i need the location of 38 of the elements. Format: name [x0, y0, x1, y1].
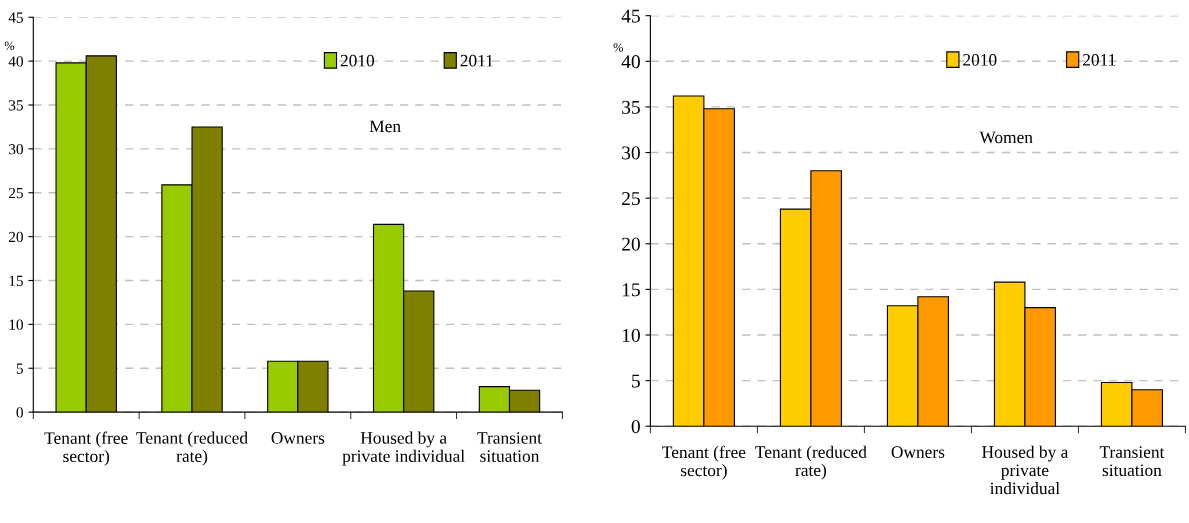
x-tick-label: Tenant (free sector): [44, 431, 128, 466]
y-tick-label: 25: [622, 192, 640, 206]
y-tick-label: 35: [622, 100, 640, 114]
y-tick-label: 30: [9, 144, 23, 155]
legend-label: 2011: [460, 54, 493, 67]
y-tick-label: 15: [622, 283, 640, 297]
x-tick-label: Owners: [271, 432, 325, 444]
y-tick-label: 40: [8, 56, 23, 67]
annotation: Men: [369, 120, 401, 133]
y-tick-label: 45: [621, 9, 640, 23]
x-tick-label: Housed by a private individual: [982, 445, 1069, 495]
x-tick-label: Tenant (reduced rate): [755, 445, 867, 480]
x-tick-label: Transient situation: [1099, 446, 1165, 477]
y-tick-label: 25: [8, 187, 23, 199]
y-tick-label: 15: [9, 275, 23, 286]
legend-label: 2010: [963, 54, 997, 66]
y-tick-label: 5: [16, 363, 23, 374]
y-tick-label: 5: [632, 374, 640, 388]
y-axis-title: %: [4, 41, 15, 51]
y-tick-label: 0: [631, 420, 640, 434]
y-tick-label: 45: [8, 12, 23, 23]
x-tick-label: Tenant (reduced rate): [136, 431, 248, 466]
y-tick-label: 20: [622, 237, 640, 251]
y-tick-label: 35: [9, 100, 23, 111]
y-tick-label: 10: [622, 328, 640, 342]
y-tick-label: 40: [621, 55, 640, 69]
x-tick-label: Owners: [891, 446, 945, 458]
x-tick-label: Tenant (free sector): [662, 445, 746, 480]
y-tick-label: 10: [9, 319, 23, 330]
x-tick-label: Housed by a private individual: [342, 431, 465, 466]
legend-label: 2010: [340, 54, 375, 67]
annotation: Women: [979, 131, 1033, 144]
y-tick-label: 0: [16, 407, 23, 418]
x-tick-label: Transient situation: [477, 432, 542, 462]
y-axis-title: %: [613, 43, 624, 52]
y-tick-label: 20: [8, 231, 23, 243]
legend-label: 2011: [1082, 54, 1116, 66]
y-tick-label: 30: [622, 146, 640, 160]
